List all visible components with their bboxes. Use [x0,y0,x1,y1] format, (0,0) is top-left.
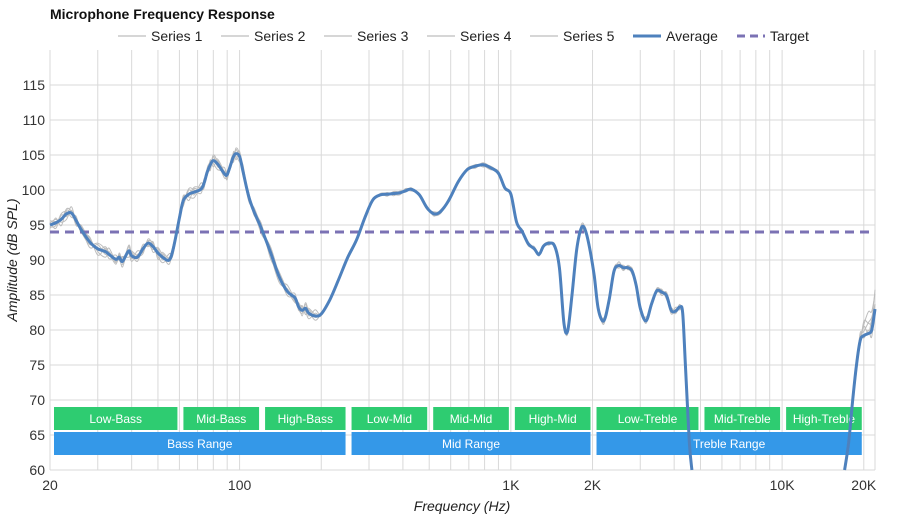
band-box [704,407,781,430]
grid [49,50,876,471]
y-tick-label: 110 [23,112,46,128]
band-label: Low-Mid [367,412,412,426]
band-label: High-Mid [529,412,577,426]
x-tick-label: 2K [584,477,602,493]
legend: Series 1 Series 2 Series 3 Series 4 Series 5… [118,28,809,44]
legend-label: Series 1 [151,28,203,44]
band-box [54,432,346,455]
legend-label: Average [666,28,718,44]
x-axis-label: Frequency (Hz) [414,498,510,514]
legend-label: Series 4 [460,28,512,44]
band-box [183,407,260,430]
average-line-group [49,152,877,471]
x-tick-label: 1K [502,477,520,493]
average-line [843,308,877,471]
y-tick-label: 100 [22,182,46,198]
band-label: Low-Bass [89,412,142,426]
y-tick-label: 115 [23,77,46,93]
y-tick-label: 90 [29,252,45,268]
band-label: High-Bass [278,412,333,426]
band-label: Mid-Treble [714,412,771,426]
axes: 60 65 70 75 80 85 90 95 100 105 110 115 20 100 1K 2K 10K… [22,77,877,493]
y-axis-label: Amplitude (dB SPL) [4,199,20,323]
chart-title: Microphone Frequency Response [50,6,275,22]
band-box [265,407,346,430]
band-label: Treble Range [693,437,766,451]
band-label: Mid-Mid [450,412,493,426]
band-box [433,407,509,430]
band-label: Mid Range [442,437,500,451]
legend-label: Series 5 [563,28,615,44]
band-box [514,407,591,430]
legend-label: Series 3 [357,28,409,44]
legend-label: Target [770,28,809,44]
band-box [786,407,862,430]
band-box [596,407,699,430]
average-line [49,152,694,471]
y-tick-label: 60 [29,462,45,478]
band-box [54,407,178,430]
y-tick-label: 70 [29,392,45,408]
x-tick-label: 20K [851,477,877,493]
legend-label: Series 2 [254,28,306,44]
band-box [351,407,428,430]
x-tick-label: 100 [228,477,252,493]
band-label: Bass Range [167,437,233,451]
x-tick-label: 20 [42,477,58,493]
x-tick-label: 10K [770,477,796,493]
y-tick-label: 85 [29,287,45,303]
y-tick-label: 75 [29,357,45,373]
frequency-bands: Low-Bass Mid-Bass High-Bass Low-Mid Mid-Mid H… [54,407,862,455]
y-tick-label: 65 [29,427,45,443]
band-box [596,432,862,455]
band-label: Mid-Bass [196,412,246,426]
band-label: High-Treble [793,412,856,426]
y-tick-label: 105 [22,147,46,163]
y-tick-label: 80 [29,322,45,338]
band-box [351,432,591,455]
y-tick-label: 95 [29,217,45,233]
band-label: Low-Treble [618,412,678,426]
